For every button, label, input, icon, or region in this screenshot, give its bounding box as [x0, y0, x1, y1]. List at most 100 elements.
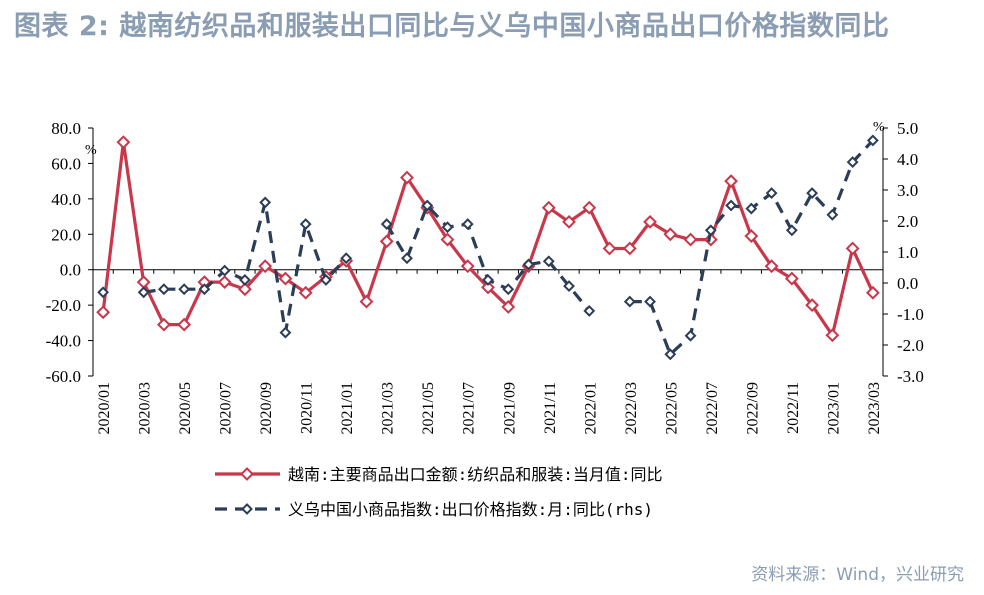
- data-point: [501, 300, 516, 314]
- data-point: [441, 221, 454, 234]
- right-tick-label: 0.0: [897, 274, 918, 293]
- data-point: [845, 241, 860, 256]
- data-point: [379, 234, 394, 249]
- left-tick-label: 0.0: [60, 261, 81, 280]
- data-point: [218, 264, 231, 277]
- data-point: [704, 224, 717, 237]
- x-tick-label: 2021/01: [339, 382, 356, 434]
- legend-label: 越南:主要商品出口金额:纺织品和服装:当月值:同比: [288, 465, 663, 484]
- data-point: [784, 271, 799, 286]
- x-tick-label: 2023/03: [866, 382, 883, 434]
- data-point: [664, 348, 677, 361]
- data-point: [400, 170, 414, 185]
- x-tick-label: 2020/05: [177, 382, 194, 434]
- data-point: [643, 214, 657, 229]
- legend-label: 义乌中国小商品指数:出口价格指数:月:同比(rhs): [288, 500, 653, 519]
- data-point: [359, 294, 374, 309]
- data-point: [97, 286, 110, 299]
- data-point: [239, 273, 251, 286]
- data-point: [96, 305, 111, 320]
- left-tick-label: -20.0: [46, 296, 81, 315]
- left-tick-label: -60.0: [46, 367, 81, 386]
- left-tick-label: 20.0: [51, 225, 81, 244]
- data-point: [745, 202, 758, 215]
- series-line: [101, 140, 875, 337]
- legend: 越南:主要商品出口金额:纺织品和服装:当月值:同比义乌中国小商品指数:出口价格指…: [215, 465, 663, 519]
- data-point: [765, 187, 778, 200]
- data-point: [644, 295, 656, 308]
- x-tick-label: 2020/03: [137, 382, 154, 434]
- data-point: [623, 295, 636, 308]
- x-tick-label: 2022/09: [744, 382, 761, 434]
- data-point: [583, 304, 596, 317]
- data-point: [622, 241, 637, 256]
- right-tick-label: 3.0: [897, 181, 918, 200]
- right-tick-label: -3.0: [897, 367, 924, 386]
- data-point: [846, 156, 859, 169]
- right-tick-label: 5.0: [897, 119, 918, 138]
- right-unit-label: %: [873, 120, 885, 135]
- data-point: [137, 286, 150, 299]
- data-point: [865, 285, 880, 300]
- data-point: [563, 280, 575, 293]
- x-tick-label: 2020/11: [299, 382, 316, 434]
- x-tick-label: 2021/05: [420, 382, 437, 434]
- series-vietnam-textile-exports: [96, 135, 880, 343]
- data-point: [744, 229, 759, 243]
- data-point: [177, 317, 192, 332]
- data-point: [238, 282, 252, 297]
- data-point: [684, 329, 697, 342]
- x-tick-label: 2020/07: [218, 382, 235, 434]
- data-point: [440, 232, 455, 247]
- data-point: [806, 187, 819, 200]
- data-point: [278, 271, 293, 286]
- x-tick-label: 2023/01: [825, 382, 842, 434]
- left-tick-label: 80.0: [51, 119, 81, 138]
- right-tick-label: 2.0: [897, 212, 918, 231]
- data-point: [421, 199, 434, 212]
- left-tick-label: 60.0: [51, 154, 81, 173]
- data-point: [562, 214, 576, 229]
- data-point: [785, 224, 798, 237]
- x-tick-label: 2022/11: [785, 382, 802, 434]
- data-point: [764, 259, 779, 274]
- data-point: [541, 200, 556, 215]
- data-point: [198, 283, 211, 296]
- x-tick-label: 2021/07: [461, 382, 478, 434]
- data-point: [725, 199, 737, 212]
- right-tick-label: -1.0: [897, 305, 924, 324]
- data-point: [724, 174, 738, 189]
- data-point: [178, 283, 191, 296]
- x-tick-label: 2021/09: [501, 382, 518, 434]
- data-point: [663, 227, 678, 242]
- data-point: [825, 328, 840, 343]
- chart-title: 图表 2: 越南纺织品和服装出口同比与义乌中国小商品出口价格指数同比: [14, 11, 890, 42]
- data-point: [258, 259, 273, 274]
- data-point: [136, 275, 151, 290]
- right-tick-label: 4.0: [897, 150, 918, 169]
- x-tick-label: 2020/01: [96, 382, 113, 434]
- data-point: [298, 285, 313, 300]
- series-yiwu-export-price-index: [97, 134, 879, 361]
- x-tick-label: 2022/03: [623, 382, 640, 434]
- data-point: [380, 218, 393, 231]
- x-tick-label: 2022/01: [582, 382, 599, 434]
- data-point: [401, 252, 413, 265]
- left-tick-label: -40.0: [46, 332, 81, 351]
- data-point: [157, 283, 170, 296]
- data-point: [683, 232, 698, 247]
- data-point: [542, 255, 555, 268]
- data-point: [482, 273, 494, 286]
- x-tick-label: 2022/07: [704, 382, 721, 434]
- legend-swatch-marker: [240, 467, 254, 481]
- data-point: [602, 241, 617, 256]
- data-point: [522, 258, 535, 271]
- x-tick-label: 2021/11: [542, 382, 559, 434]
- right-tick-label: 1.0: [897, 243, 918, 262]
- data-point: [866, 134, 879, 147]
- data-point: [805, 298, 820, 313]
- data-point: [502, 283, 515, 296]
- data-point: [481, 280, 495, 295]
- data-point: [259, 196, 272, 209]
- x-tick-label: 2020/09: [258, 382, 275, 434]
